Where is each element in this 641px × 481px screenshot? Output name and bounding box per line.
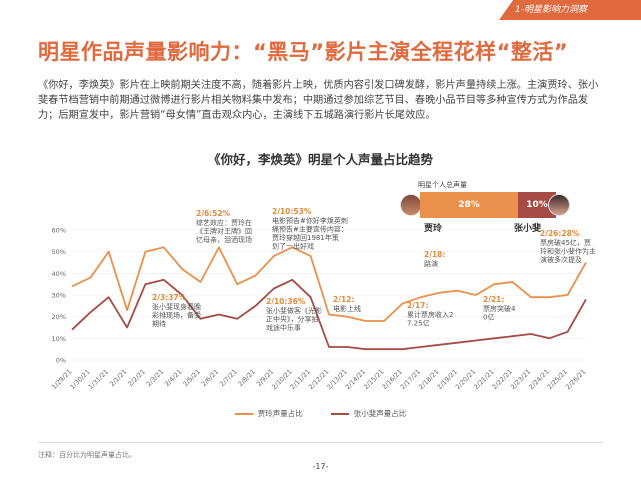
annotation-date: 2/6:52% — [196, 209, 231, 218]
annotation-text: 彩排现场，备受 — [152, 311, 201, 320]
annotation-text: 演被多次提及 — [540, 255, 582, 264]
share-panel-header: 明星个人总声量 — [418, 181, 467, 189]
annotation-date: 2/12: — [333, 295, 354, 304]
annotation-date: 2/10:53% — [272, 207, 312, 216]
annotation-text: 贾玲穿越回1981年策 — [272, 233, 339, 242]
x-tick-label: 2/5/21 — [181, 368, 201, 388]
legend-label-series-a: 贾玲声量占比 — [257, 409, 303, 418]
annotation-text: 张小斐做客《光影 — [266, 306, 322, 315]
annotation-text: 戏途中乐事 — [266, 323, 301, 332]
annotation-text: 期待 — [152, 319, 166, 328]
share-panel: 明星个人总声量 28% 10% 贾玲 张小斐 — [400, 180, 570, 234]
x-tick-label: 2/3/21 — [145, 368, 165, 388]
annotation-text: 0亿 — [483, 313, 494, 322]
page-title: 明星作品声量影响力：“黑马”影片主演全程花样“整活” — [38, 40, 569, 64]
chart-title: 《你好，李焕英》明星个人声量占比趋势 — [207, 152, 433, 167]
legend-item-series-a: 贾玲声量占比 — [234, 408, 303, 419]
annotation-text: 7.25亿 — [407, 319, 430, 328]
share-bar: 28% 10% — [420, 192, 556, 218]
y-tick-label: 30% — [52, 292, 66, 300]
x-tick-label: 2/7/21 — [218, 368, 238, 388]
annotation-text: 《王牌对王牌》回 — [196, 227, 252, 236]
y-tick-label: 20% — [52, 313, 66, 321]
legend-swatch-series-a — [234, 412, 253, 415]
series-line-2 — [71, 278, 587, 351]
x-tick-label: 2/8/21 — [237, 368, 257, 388]
avatar-star-b — [548, 194, 570, 216]
annotation-text: 票房突破4 — [483, 304, 516, 313]
y-tick-label: 0% — [56, 357, 66, 365]
annotation-text: 划了一出好戏 — [272, 242, 314, 251]
share-bar-star-a: 28% — [420, 192, 518, 218]
annotation-text: 忆母亲，泪洒现场 — [196, 235, 252, 244]
x-tick-label: 2/4/21 — [163, 368, 183, 388]
annotation-text: 张小斐现身春晚 — [152, 302, 201, 311]
footer-divider — [38, 442, 603, 443]
x-tick-label: 2/6/21 — [200, 368, 220, 388]
y-tick-label: 50% — [52, 248, 66, 256]
y-tick-label: 10% — [52, 335, 66, 343]
star-b-name: 张小斐 — [514, 224, 542, 234]
annotation-text: 累计票房收入2 — [407, 310, 453, 319]
page-number: -17- — [312, 462, 329, 471]
annotation-date: 2/10:36% — [266, 297, 306, 306]
share-bar-star-b: 10% — [518, 192, 556, 218]
annotation-text: 痛预告#主要宣传内容： — [272, 225, 348, 234]
section-tag: 1-明星影响力洞察 — [499, 0, 641, 20]
annotation-date: 2/3:37% — [152, 293, 187, 302]
annotation-text: 路演 — [424, 259, 438, 268]
chart-legend: 贾玲声量占比 张小斐声量占比 — [0, 408, 641, 419]
annotation-text: 票房破45亿，贾 — [540, 238, 591, 247]
star-a-name: 贾玲 — [424, 224, 443, 234]
intro-paragraph: 《你好，李焕英》影片在上映前期关注度不高，随着影片上映，优质内容引发口碑发酵，影… — [38, 80, 599, 121]
annotation-date: 2/18: — [424, 250, 445, 259]
legend-label-series-b: 张小斐声量占比 — [353, 409, 407, 418]
annotation-date: 2/26:28% — [540, 229, 580, 238]
avatar-star-a — [400, 194, 422, 216]
legend-swatch-series-b — [330, 412, 349, 415]
legend-item-series-b: 张小斐声量占比 — [330, 408, 407, 419]
x-tick-label: 1/31/21 — [87, 368, 110, 391]
series-line-1 — [71, 246, 587, 322]
x-tick-label: 2/26/21 — [564, 368, 587, 391]
annotation-date: 2/17: — [407, 301, 428, 310]
annotation-text: 电影预告#你好李焕英刺 — [272, 216, 348, 225]
y-tick-label: 60% — [52, 227, 66, 235]
annotation-text: 正中央》，分享拍 — [266, 315, 319, 324]
x-tick-label: 2/2/21 — [126, 368, 146, 388]
annotation-text: 玲和张小斐作为主 — [540, 247, 596, 256]
footnote: 注释：百分比为明星声量占比。 — [38, 451, 136, 459]
annotation-date: 2/21: — [483, 295, 504, 304]
annotation-text: 综艺效应：贾玲在 — [196, 218, 252, 227]
x-tick-label: 2/1/21 — [108, 368, 128, 388]
annotation-text: 电影上线 — [333, 304, 361, 313]
y-tick-label: 40% — [52, 270, 66, 278]
